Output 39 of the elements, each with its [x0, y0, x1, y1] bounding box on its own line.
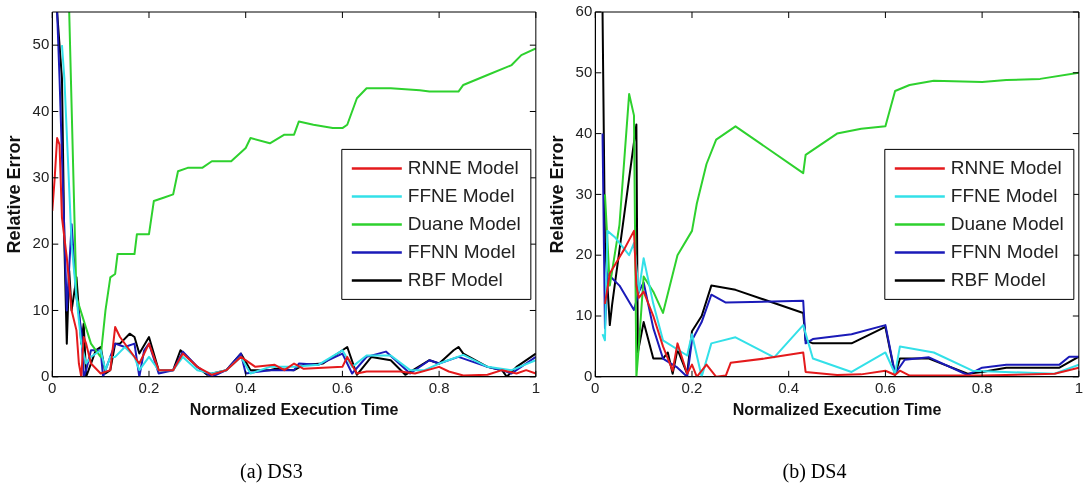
x-tick-label: 0.4 [235, 378, 257, 396]
legend-label: FFNN Model [407, 240, 516, 262]
legend-label: RBF Model [950, 268, 1046, 290]
y-tick-label: 20 [32, 234, 50, 252]
y-axis-title: Relative Error [546, 135, 567, 254]
legend-label: RNNE Model [407, 156, 519, 178]
x-axis-title: Normalized Execution Time [732, 400, 942, 418]
y-tick-label: 40 [575, 123, 593, 141]
y-tick-label: 60 [575, 2, 593, 20]
x-tick-label: 0.8 [971, 378, 993, 396]
legend-label: Duane Model [950, 212, 1064, 234]
x-axis-title: Normalized Execution Time [189, 400, 399, 418]
x-tick-label: 0.4 [778, 378, 800, 396]
x-tick-label: 0.6 [331, 378, 353, 396]
text: (b) DS4 [781, 460, 848, 483]
y-tick-label: 10 [32, 300, 50, 318]
y-tick-label: 50 [575, 62, 593, 80]
y-tick-label: 50 [32, 35, 50, 53]
x-tick-label: 0.2 [681, 378, 703, 396]
x-tick-label: 0.2 [138, 378, 160, 396]
y-tick-label: 40 [32, 101, 50, 119]
y-axis-title: Relative Error [3, 135, 24, 254]
y-tick-label: 30 [32, 167, 50, 185]
y-tick-label: 30 [575, 184, 593, 202]
y-tick-label: 0 [583, 366, 593, 384]
x-tick-label: 0.6 [874, 378, 896, 396]
legend-label: FFNE Model [950, 184, 1058, 206]
x-tick-label: 1 [1074, 378, 1083, 396]
legend-label: RNNE Model [950, 156, 1062, 178]
legend-label: Duane Model [407, 212, 521, 234]
x-tick-label: 1 [531, 378, 540, 396]
y-tick-label: 10 [575, 306, 593, 324]
y-tick-label: 20 [575, 245, 593, 263]
x-tick-label: 0.8 [428, 378, 450, 396]
text: (a) DS3 [239, 460, 304, 483]
y-tick-label: 0 [40, 366, 50, 384]
legend-label: FFNN Model [950, 240, 1059, 262]
legend-label: FFNE Model [407, 184, 515, 206]
legend-label: RBF Model [407, 268, 503, 290]
